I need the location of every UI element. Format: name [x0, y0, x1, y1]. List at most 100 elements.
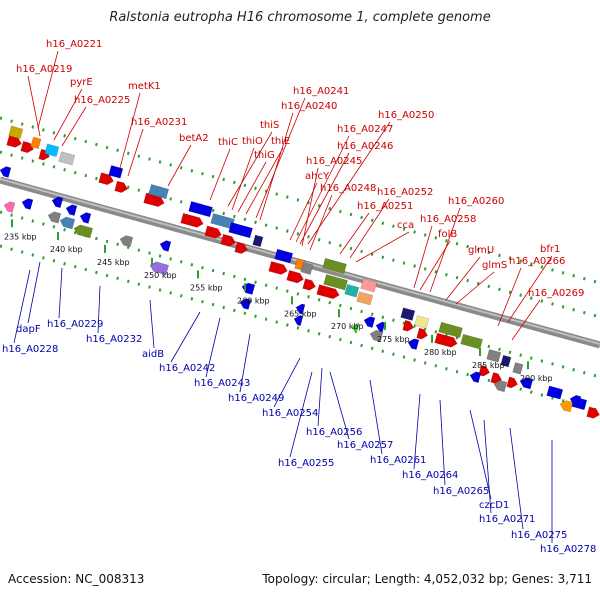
tick-label: 235 kbp	[4, 232, 37, 241]
gene-label-reverse: aidB	[142, 349, 164, 360]
gene-glyph	[506, 376, 518, 389]
gene-label-forward: bfr1	[540, 244, 560, 255]
gene-label-forward: h16_A0250	[378, 110, 434, 121]
gene-glyph	[228, 222, 253, 239]
label-leader-line	[170, 311, 201, 363]
tick-label: 280 kbp	[424, 348, 457, 357]
gene-label-forward: h16_A0266	[509, 256, 565, 267]
gene-label-forward: h16_A0245	[306, 156, 362, 167]
label-leader-line	[445, 256, 481, 301]
tick-label: 275 kbp	[377, 335, 410, 344]
label-leader-line	[61, 106, 87, 147]
gene-glyph	[8, 125, 24, 140]
tick-label: 265 kbp	[284, 309, 317, 318]
gene-glyph	[400, 307, 416, 321]
label-leader-line	[307, 121, 391, 245]
label-leader-line	[369, 379, 383, 455]
gene-label-reverse: h16_A0229	[47, 319, 103, 330]
gene-glyph	[546, 385, 564, 400]
gene-glyph	[241, 282, 256, 295]
tick-label: 270 kbp	[331, 322, 364, 331]
gene-glyph	[586, 406, 600, 419]
gene-glyph	[416, 327, 428, 340]
gene-glyph	[369, 329, 384, 343]
label-leader-line	[27, 261, 41, 324]
gene-glyph	[51, 196, 64, 209]
gene-glyph	[188, 201, 213, 218]
gene-glyph	[108, 165, 124, 179]
label-leader-line	[119, 92, 141, 169]
gene-glyph	[220, 233, 236, 247]
gene-glyph	[293, 315, 304, 327]
gene-glyph	[360, 278, 378, 293]
gene-glyph	[512, 362, 524, 375]
gene-label-reverse: h16_A0228	[2, 344, 58, 355]
gene-glyph	[79, 212, 92, 224]
gene-glyph	[375, 321, 386, 333]
tick-label: 285 kbp	[472, 361, 505, 370]
label-leader-line	[455, 271, 495, 305]
accession-text: Accession: NC_008313	[8, 572, 145, 586]
label-leader-line	[507, 255, 553, 323]
label-leader-line	[299, 152, 350, 245]
tick-label: 255 kbp	[190, 283, 223, 292]
gene-label-forward: glmU	[468, 245, 494, 256]
gene-label-forward: h16_A0246	[337, 141, 393, 152]
gene-label-reverse: h16_A0261	[370, 455, 426, 466]
label-leader-line	[239, 333, 251, 393]
label-leader-line	[27, 75, 41, 137]
label-leader-line	[483, 419, 492, 514]
gene-glyph	[414, 315, 430, 329]
label-leader-line	[255, 97, 306, 219]
gene-glyph	[500, 354, 512, 368]
label-leader-line	[53, 88, 83, 141]
label-leader-line	[309, 194, 333, 251]
gene-glyph	[98, 172, 114, 185]
label-leader-line	[231, 147, 255, 211]
gene-glyph	[363, 316, 376, 328]
gene-glyph	[302, 278, 316, 291]
gene-label-forward: h16_A0248	[320, 183, 376, 194]
label-leader-line	[273, 357, 301, 408]
gene-glyph	[356, 291, 374, 306]
gene-label-reverse: h16_A0255	[278, 458, 334, 469]
gene-glyph	[114, 180, 128, 193]
gene-glyph	[30, 136, 42, 150]
label-leader-line	[413, 393, 421, 470]
gene-glyph	[438, 321, 463, 338]
gene-label-forward: thiE	[271, 136, 290, 147]
gene-glyph	[460, 333, 483, 350]
topology-text: Topology: circular; Length: 4,052,032 bp…	[262, 572, 592, 586]
label-leader-line	[167, 144, 192, 187]
gene-glyph	[204, 225, 222, 239]
gene-glyph	[559, 400, 574, 413]
label-leader-line	[13, 269, 31, 344]
gene-glyph	[316, 284, 340, 300]
gene-label-forward: h16_A0231	[131, 117, 187, 128]
gene-label-reverse: h16_A0278	[540, 544, 596, 555]
label-leader-line	[237, 161, 267, 213]
gene-label-forward: ahcY	[305, 171, 330, 182]
gene-glyph	[486, 349, 502, 363]
gene-label-forward: metK1	[128, 81, 161, 92]
tick-label: 260 kbp	[237, 296, 270, 305]
gene-glyph	[252, 234, 264, 248]
gene-glyph	[519, 377, 534, 390]
gene-glyph	[323, 274, 348, 291]
track-dotted-line	[0, 150, 600, 319]
gene-label-forward: h16_A0251	[357, 201, 413, 212]
label-leader-line	[205, 317, 221, 378]
label-leader-line	[509, 427, 524, 530]
gene-glyph	[300, 261, 314, 275]
gene-label-reverse: h16_A0256	[306, 427, 362, 438]
gene-label-forward: h16_A0240	[281, 101, 337, 112]
gene-glyph	[44, 143, 60, 157]
gene-label-forward: h16_A0260	[448, 196, 504, 207]
label-leader-line	[317, 367, 323, 427]
gene-label-reverse: dapF	[16, 324, 41, 335]
label-leader-line	[127, 128, 144, 177]
label-leader-line	[149, 299, 155, 349]
gene-label-forward: glmS	[482, 260, 507, 271]
gene-glyph	[119, 235, 134, 248]
